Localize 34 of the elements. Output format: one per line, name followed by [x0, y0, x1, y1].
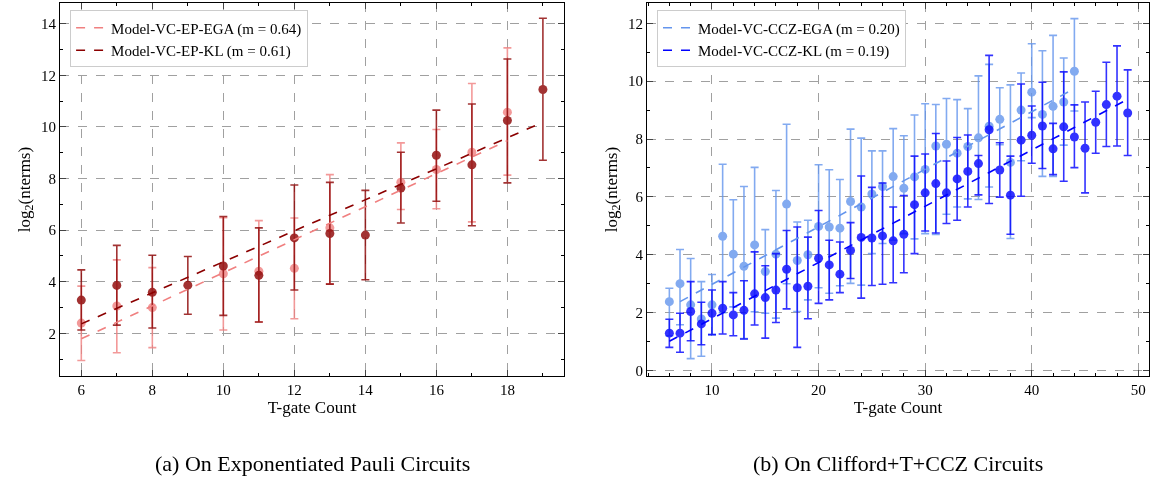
x-tick-label: 50 — [1130, 382, 1146, 398]
y-tick-label: 12 — [627, 15, 643, 32]
x-tick-label: 16 — [428, 382, 445, 398]
x-tick-label: 10 — [704, 382, 720, 398]
y-tick-label: 0 — [635, 362, 643, 379]
x-tick-label: 6 — [77, 382, 86, 398]
legend-label: Model-VC-EP-KL (m = 0.61) — [111, 43, 291, 61]
y-tick-label: 2 — [635, 304, 643, 321]
x-axis-title: T-gate Count — [267, 398, 357, 418]
y-tick-label: 6 — [48, 222, 57, 239]
x-tick-label: 12 — [286, 382, 302, 398]
x-axis-title: T-gate Count — [853, 398, 943, 418]
y-tick-label: 8 — [635, 131, 643, 148]
x-tick-label: 20 — [811, 382, 827, 398]
text: (b) On Clifford+T+CCZ Circuits — [753, 451, 1044, 476]
y-tick-label: 4 — [635, 247, 644, 263]
y-tick-label: 12 — [41, 67, 56, 84]
x-tick-label: 40 — [1024, 382, 1040, 398]
x-tick-label: 10 — [215, 382, 231, 398]
y-tick-label: 10 — [627, 73, 643, 90]
y-tick-label: 4 — [48, 274, 57, 291]
y-tick-label: 6 — [635, 189, 644, 206]
x-tick-label: 8 — [148, 382, 157, 398]
y-tick-label: 8 — [48, 170, 56, 187]
legend-label: Model-VC-EP-EGA (m = 0.64) — [111, 20, 302, 38]
y-tick-label: 10 — [41, 119, 56, 136]
x-tick-label: 14 — [357, 382, 374, 398]
y-tick-label: 2 — [48, 325, 56, 342]
x-tick-label: 18 — [499, 382, 515, 398]
x-tick-label: 30 — [917, 382, 933, 398]
legend-label: Model-VC-CCZ-EGA (m = 0.20) — [698, 20, 900, 38]
y-tick-label: 14 — [41, 15, 57, 32]
text: (a) On Exponentiated Pauli Circuits — [155, 451, 471, 476]
legend-label: Model-VC-CCZ-KL (m = 0.19) — [698, 43, 890, 61]
